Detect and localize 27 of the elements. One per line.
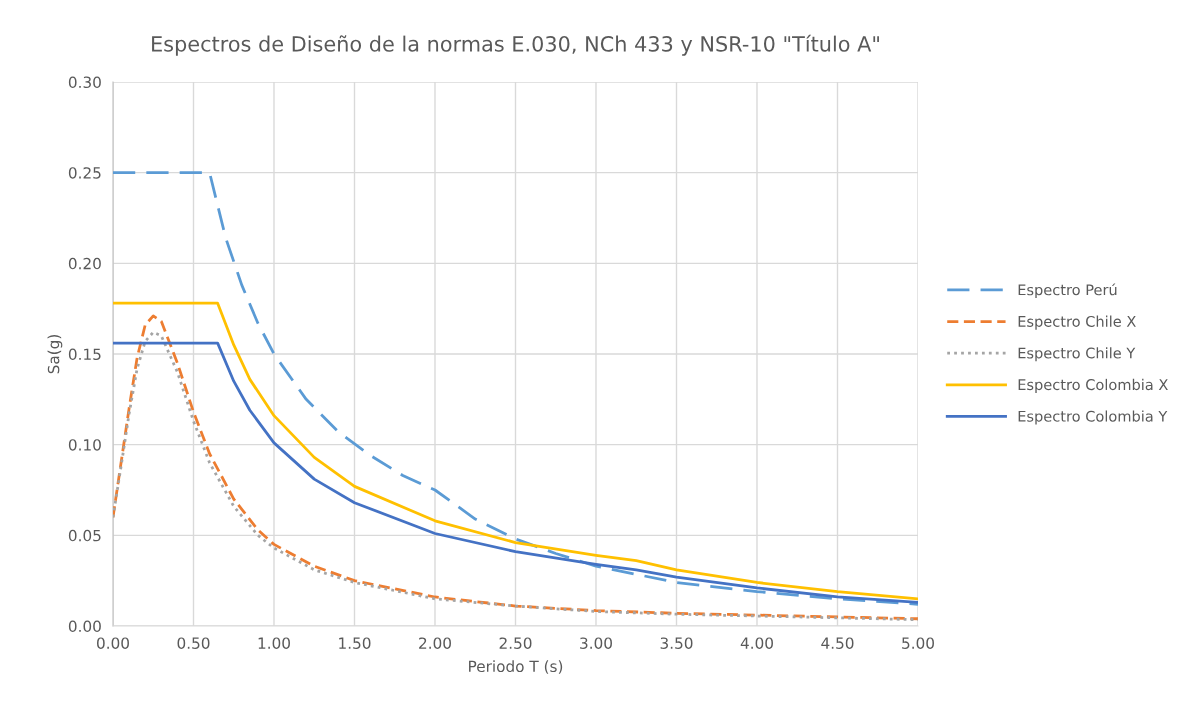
y-tick-label: 0.30 — [68, 76, 101, 89]
y-tick-label: 0.20 — [68, 257, 101, 270]
legend-label: Espectro Chile Y — [1018, 347, 1136, 362]
x-tick-label: 5.00 — [902, 637, 934, 649]
x-tick-label: 1.50 — [339, 637, 371, 649]
line-series — [113, 171, 918, 606]
y-tick-label: 0.10 — [68, 439, 101, 451]
x-tick-label: 4.50 — [821, 637, 854, 649]
chart-title: Espectros de Diseño de la normas E.030, NCh 433 y NSR-10 "Título A" — [152, 34, 879, 56]
x-tick-label: 2.00 — [419, 637, 451, 649]
x-tick-label: 0.50 — [177, 637, 210, 649]
legend-label: Espectro Colombia X — [1018, 378, 1168, 393]
x-tick-label: 3.00 — [580, 637, 612, 649]
y-tick-label: 0.15 — [68, 348, 101, 361]
x-axis-title: Periodo T (s) — [469, 660, 563, 674]
legend-label: Espectro Perú — [1018, 283, 1117, 299]
x-tick-label: 2.50 — [499, 637, 532, 649]
legend-label: Espectro Chile X — [1018, 315, 1136, 330]
y-tick-label: 0.25 — [68, 167, 101, 179]
y-tick-label: 0.05 — [68, 529, 101, 542]
y-tick-label: 0.00 — [68, 620, 101, 633]
x-tick-label: 3.50 — [660, 637, 693, 649]
x-tick-label: 4.00 — [740, 637, 773, 649]
x-tick-label: 1.00 — [258, 637, 290, 649]
x-tick-label: 0.00 — [97, 637, 129, 649]
legend-label: Espectro Colombia Y — [1018, 410, 1168, 425]
y-axis-title: Sa(g) — [47, 334, 63, 374]
